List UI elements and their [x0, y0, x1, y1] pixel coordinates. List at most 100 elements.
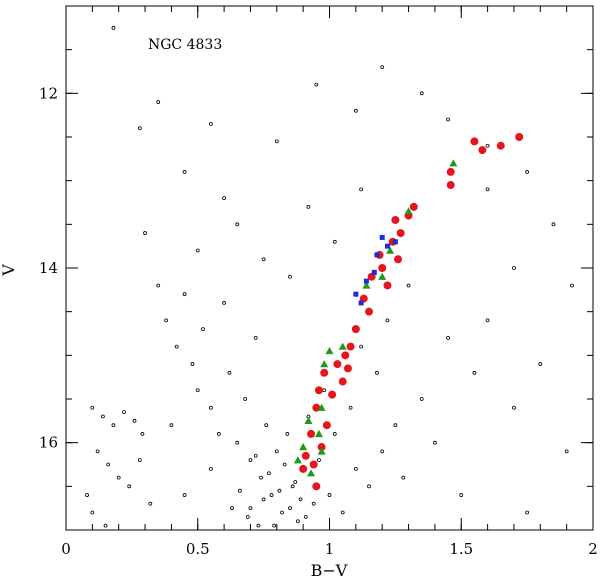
- field-star-point: [209, 122, 213, 126]
- field-star-point: [253, 335, 258, 340]
- field-star-point: [512, 266, 516, 270]
- field-star-point: [106, 462, 111, 467]
- green-triangle-point: [386, 246, 395, 254]
- field-star-point: [314, 82, 319, 87]
- field-star-point: [195, 248, 200, 253]
- red-circle-point: [322, 421, 331, 430]
- x-tick-label: 0: [61, 540, 71, 558]
- green-triangle-point: [317, 403, 326, 411]
- green-triangle-point: [362, 281, 371, 289]
- field-star-point: [238, 488, 242, 493]
- field-star-point: [472, 370, 477, 375]
- field-star-point: [298, 497, 303, 502]
- field-star-point: [222, 196, 227, 201]
- data-points: [85, 25, 574, 528]
- field-star-point: [288, 506, 292, 511]
- field-star-point: [419, 91, 424, 96]
- field-star-point: [256, 523, 261, 528]
- field-star-point: [385, 318, 390, 323]
- red-circle-point: [314, 386, 323, 395]
- red-circle-point: [515, 133, 524, 141]
- field-star-point: [248, 506, 253, 511]
- x-tick-label: 0.5: [186, 540, 210, 558]
- x-tick-label: 1: [325, 540, 335, 558]
- field-star-point: [137, 126, 142, 131]
- field-star-point: [95, 449, 100, 454]
- field-star-point: [261, 497, 266, 502]
- field-star-point: [295, 519, 300, 524]
- red-circle-point: [394, 255, 403, 264]
- red-circle-point: [470, 137, 479, 146]
- green-triangle-point: [304, 416, 313, 425]
- red-circle-point: [341, 351, 350, 360]
- field-star-point: [222, 301, 227, 305]
- red-circle-point: [365, 307, 374, 316]
- field-star-point: [227, 370, 232, 375]
- field-star-point: [111, 423, 116, 428]
- red-circle-point: [309, 460, 318, 469]
- field-star-point: [446, 117, 450, 122]
- red-circle-point: [328, 390, 337, 399]
- field-star-point: [564, 449, 569, 454]
- y-tick-label: 16: [39, 434, 58, 452]
- field-star-point: [274, 449, 279, 454]
- red-circle-point: [301, 451, 310, 460]
- field-star-point: [485, 187, 490, 192]
- blue-square-point: [363, 278, 369, 284]
- red-circle-point: [396, 229, 405, 238]
- blue-square-point: [379, 234, 385, 240]
- field-star-point: [538, 362, 543, 366]
- x-axis-title: B−V: [311, 561, 348, 580]
- blue-square-point: [353, 291, 359, 297]
- field-star-point: [280, 510, 284, 515]
- field-star-point: [209, 405, 213, 410]
- field-star-point: [253, 453, 258, 458]
- axis-labels: 0 0.5 1 1.5 2 12 14 16: [39, 84, 598, 558]
- y-tick-label: 12: [39, 84, 58, 102]
- green-triangle-point: [325, 346, 334, 355]
- field-star-point: [259, 475, 263, 480]
- field-star-point: [393, 423, 398, 428]
- red-circle-point: [446, 167, 455, 176]
- field-star-point: [127, 484, 132, 489]
- green-triangle-point: [314, 429, 323, 438]
- field-star-point: [169, 423, 174, 428]
- field-star-point: [446, 335, 450, 340]
- field-star-point: [148, 501, 153, 506]
- field-star-point: [156, 100, 161, 104]
- field-star-point: [209, 466, 213, 471]
- field-star-point: [156, 283, 161, 288]
- field-star-point: [380, 449, 385, 454]
- red-circle-point: [307, 429, 316, 438]
- red-circle-point: [299, 464, 308, 473]
- red-circle-point: [409, 202, 418, 211]
- field-star-point: [512, 405, 516, 410]
- field-star-point: [348, 405, 353, 410]
- field-star-point: [269, 493, 274, 497]
- field-star-point: [243, 397, 248, 401]
- field-star-point: [116, 475, 121, 480]
- field-star-point: [195, 388, 200, 393]
- green-triangle-point: [299, 443, 308, 451]
- x-tick-label: 1.5: [449, 540, 473, 558]
- field-star-point: [266, 471, 271, 476]
- x-tick-label: 2: [588, 540, 598, 558]
- red-circle-point: [391, 215, 400, 224]
- field-star-point: [111, 25, 116, 30]
- field-star-point: [274, 139, 279, 144]
- y-axis-title: V: [0, 264, 18, 277]
- field-star-point: [85, 493, 89, 497]
- green-triangle-point: [307, 469, 316, 477]
- red-circle-point: [320, 368, 329, 377]
- field-star-point: [174, 344, 179, 349]
- plot-frame: [65, 5, 594, 531]
- field-star-point: [459, 493, 464, 497]
- field-star-point: [132, 418, 137, 423]
- field-star-point: [570, 283, 574, 288]
- field-star-point: [137, 458, 142, 463]
- green-triangle-point: [317, 447, 326, 455]
- field-star-point: [306, 204, 311, 209]
- field-star-point: [90, 510, 95, 515]
- blue-square-point: [392, 239, 398, 245]
